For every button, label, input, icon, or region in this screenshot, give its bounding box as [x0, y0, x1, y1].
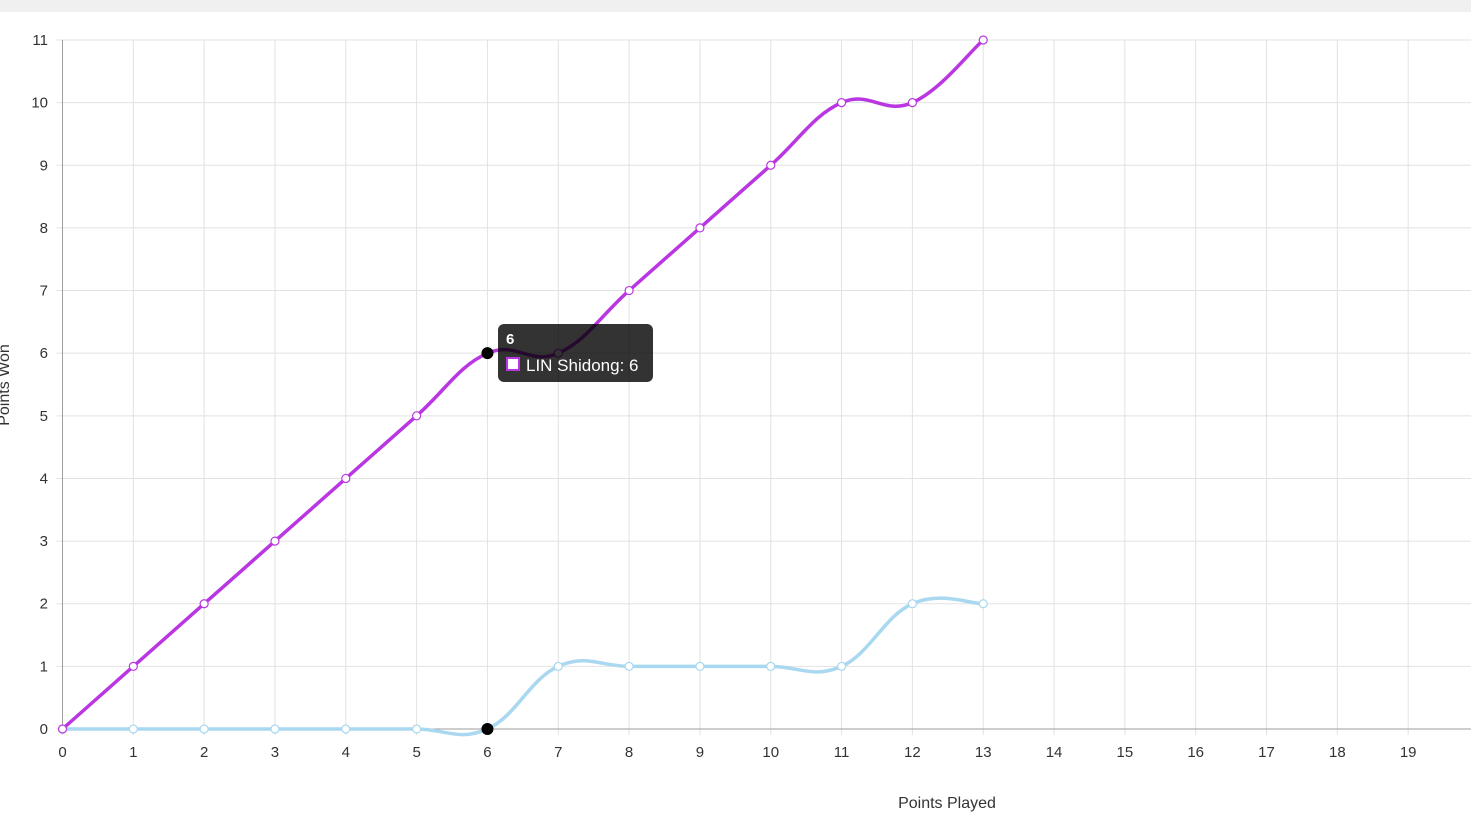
chart-tooltip: 6 LIN Shidong: 6 [498, 324, 653, 382]
data-point[interactable] [836, 661, 847, 671]
x-tick-label: 7 [554, 744, 562, 761]
y-tick-label: 4 [40, 470, 48, 487]
y-tick-label: 6 [40, 345, 48, 362]
data-point[interactable] [766, 160, 776, 170]
data-point[interactable] [695, 223, 705, 233]
y-tick-label: 8 [40, 220, 48, 237]
tooltip-label: LIN Shidong: 6 [526, 356, 639, 375]
y-tick-label: 3 [40, 533, 48, 550]
x-tick-label: 14 [1046, 744, 1063, 761]
data-point[interactable] [553, 661, 563, 671]
active-points [481, 347, 494, 735]
tooltip-title: 6 [506, 331, 515, 348]
y-axis-title: Points Won [0, 344, 13, 426]
data-point[interactable] [57, 724, 68, 734]
x-tick-label: 6 [483, 744, 491, 761]
data-point[interactable] [624, 285, 634, 296]
x-tick-label: 2 [200, 744, 208, 761]
data-point[interactable] [270, 536, 280, 546]
x-tick-label: 11 [834, 744, 850, 761]
series-line-0 [60, 38, 985, 731]
active-data-point[interactable] [481, 347, 494, 360]
chart-grid [56, 39, 1471, 735]
x-tick-label: 16 [1187, 744, 1204, 761]
y-tick-label: 11 [32, 32, 48, 49]
active-data-point[interactable] [481, 723, 494, 735]
data-point[interactable] [341, 724, 351, 734]
x-tick-label: 18 [1329, 744, 1346, 761]
data-point[interactable] [766, 661, 776, 671]
x-tick-label: 0 [58, 744, 66, 761]
x-tick-label: 1 [129, 744, 137, 761]
x-axis-title: Points Played [898, 795, 996, 812]
x-tick-label: 13 [975, 744, 992, 761]
y-tick-label: 9 [40, 157, 48, 174]
data-point[interactable] [128, 661, 138, 671]
x-tick-label: 5 [412, 744, 420, 761]
y-tick-label: 5 [40, 408, 48, 425]
x-tick-label: 15 [1117, 744, 1134, 761]
data-point[interactable] [412, 411, 422, 421]
data-point[interactable] [624, 661, 634, 671]
top-bar [0, 0, 1471, 12]
data-point[interactable] [412, 724, 422, 734]
x-tick-label: 12 [904, 744, 921, 761]
y-tick-label: 0 [40, 721, 48, 738]
data-point[interactable] [836, 98, 847, 108]
data-point[interactable] [978, 599, 988, 609]
chart-series [60, 38, 985, 737]
data-point[interactable] [341, 473, 351, 484]
x-tick-label: 19 [1400, 744, 1417, 761]
x-tick-label: 8 [625, 744, 633, 761]
chart-axes: 0123456789101112131415161718192001234567… [31, 32, 1471, 761]
x-tick-label: 10 [762, 744, 779, 761]
data-point[interactable] [128, 724, 138, 734]
x-tick-label: 3 [271, 744, 279, 761]
data-point[interactable] [199, 599, 209, 609]
data-point[interactable] [270, 724, 280, 734]
x-tick-label: 9 [696, 744, 704, 761]
data-point[interactable] [978, 35, 988, 45]
tooltip-swatch [506, 357, 520, 371]
chart-points [57, 35, 988, 734]
data-point[interactable] [907, 599, 918, 609]
x-tick-label: 4 [342, 744, 350, 761]
y-tick-label: 1 [40, 658, 48, 675]
data-point[interactable] [907, 98, 918, 108]
y-tick-label: 7 [40, 283, 48, 300]
y-tick-label: 2 [40, 596, 48, 613]
data-point[interactable] [695, 661, 705, 671]
x-tick-label: 17 [1258, 744, 1275, 761]
data-point[interactable] [199, 724, 209, 734]
y-tick-label: 10 [31, 95, 48, 112]
